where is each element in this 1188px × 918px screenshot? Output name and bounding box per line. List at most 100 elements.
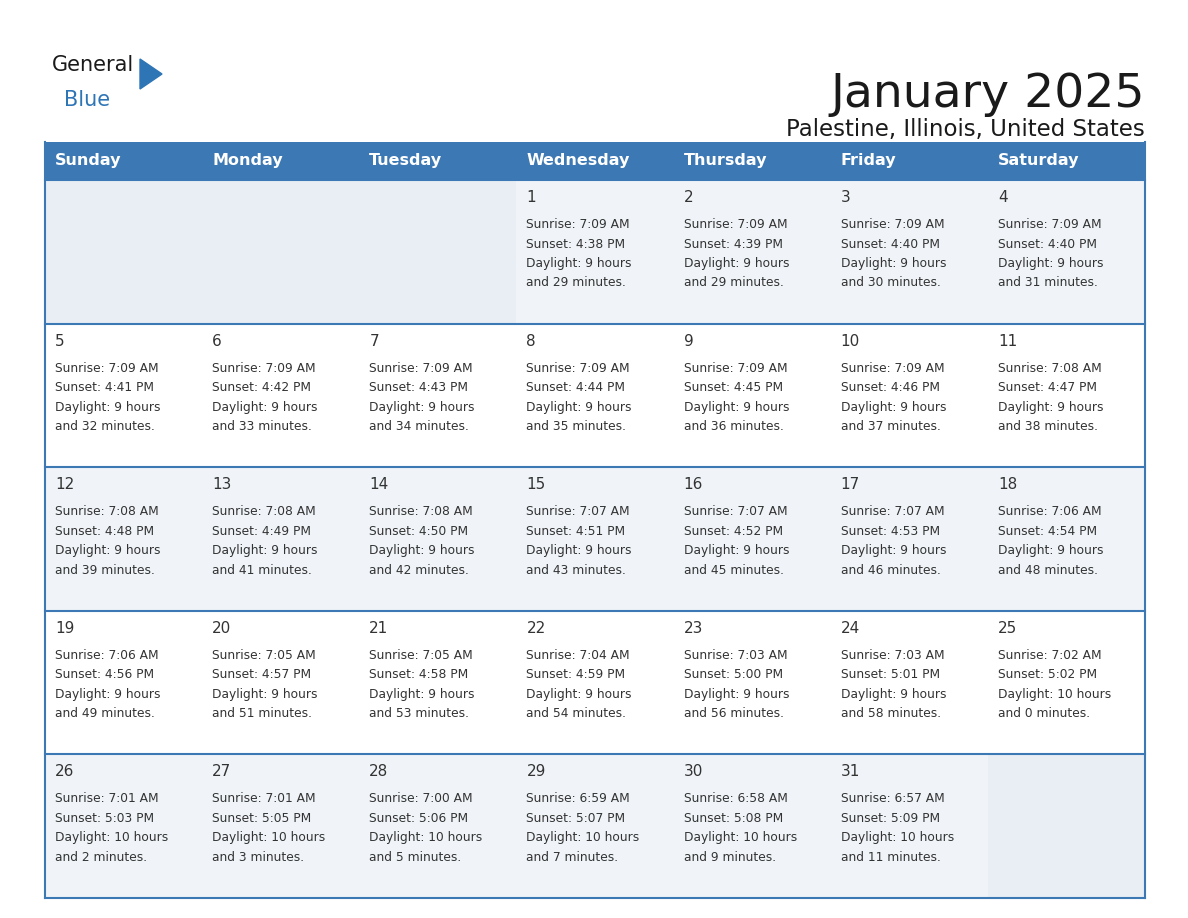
Text: Sunrise: 7:07 AM: Sunrise: 7:07 AM: [683, 505, 788, 518]
Text: 15: 15: [526, 477, 545, 492]
Text: and 0 minutes.: and 0 minutes.: [998, 707, 1089, 721]
Text: and 48 minutes.: and 48 minutes.: [998, 564, 1098, 577]
Text: Daylight: 9 hours: Daylight: 9 hours: [213, 544, 317, 557]
Text: Sunset: 5:07 PM: Sunset: 5:07 PM: [526, 812, 626, 825]
Text: Monday: Monday: [213, 153, 283, 169]
Text: and 53 minutes.: and 53 minutes.: [369, 707, 469, 721]
Text: Daylight: 9 hours: Daylight: 9 hours: [526, 400, 632, 414]
Text: Sunset: 4:40 PM: Sunset: 4:40 PM: [841, 238, 940, 251]
Text: Sunset: 5:09 PM: Sunset: 5:09 PM: [841, 812, 940, 825]
Text: Sunset: 5:05 PM: Sunset: 5:05 PM: [213, 812, 311, 825]
Text: Daylight: 9 hours: Daylight: 9 hours: [369, 544, 475, 557]
Text: and 58 minutes.: and 58 minutes.: [841, 707, 941, 721]
Text: Sunrise: 7:05 AM: Sunrise: 7:05 AM: [369, 649, 473, 662]
Text: Daylight: 10 hours: Daylight: 10 hours: [998, 688, 1111, 700]
Text: Sunrise: 7:09 AM: Sunrise: 7:09 AM: [213, 362, 316, 375]
Text: Sunrise: 7:08 AM: Sunrise: 7:08 AM: [213, 505, 316, 518]
Text: Sunrise: 7:09 AM: Sunrise: 7:09 AM: [526, 362, 630, 375]
FancyBboxPatch shape: [45, 610, 1145, 755]
Text: Wednesday: Wednesday: [526, 153, 630, 169]
Text: Sunset: 4:47 PM: Sunset: 4:47 PM: [998, 381, 1097, 394]
Text: 5: 5: [55, 333, 64, 349]
Text: Daylight: 10 hours: Daylight: 10 hours: [213, 832, 326, 845]
Text: 23: 23: [683, 621, 703, 636]
Text: Daylight: 9 hours: Daylight: 9 hours: [526, 688, 632, 700]
Text: Sunrise: 7:09 AM: Sunrise: 7:09 AM: [683, 362, 788, 375]
Text: Daylight: 10 hours: Daylight: 10 hours: [841, 832, 954, 845]
Text: Daylight: 9 hours: Daylight: 9 hours: [683, 688, 789, 700]
FancyBboxPatch shape: [45, 180, 202, 324]
Text: Daylight: 9 hours: Daylight: 9 hours: [213, 688, 317, 700]
Text: and 49 minutes.: and 49 minutes.: [55, 707, 154, 721]
Text: Sunset: 5:06 PM: Sunset: 5:06 PM: [369, 812, 468, 825]
Text: 7: 7: [369, 333, 379, 349]
Text: Sunset: 4:44 PM: Sunset: 4:44 PM: [526, 381, 625, 394]
Text: Daylight: 10 hours: Daylight: 10 hours: [683, 832, 797, 845]
Text: Sunrise: 7:09 AM: Sunrise: 7:09 AM: [841, 218, 944, 231]
Text: Daylight: 9 hours: Daylight: 9 hours: [998, 400, 1104, 414]
Text: Sunset: 4:57 PM: Sunset: 4:57 PM: [213, 668, 311, 681]
Text: 2: 2: [683, 190, 693, 205]
Text: and 9 minutes.: and 9 minutes.: [683, 851, 776, 864]
Text: Sunrise: 7:06 AM: Sunrise: 7:06 AM: [998, 505, 1101, 518]
Text: Sunrise: 7:08 AM: Sunrise: 7:08 AM: [998, 362, 1101, 375]
Text: and 29 minutes.: and 29 minutes.: [683, 276, 783, 289]
Text: Sunset: 5:03 PM: Sunset: 5:03 PM: [55, 812, 154, 825]
Text: Daylight: 9 hours: Daylight: 9 hours: [683, 257, 789, 270]
FancyBboxPatch shape: [45, 755, 1145, 898]
Text: and 45 minutes.: and 45 minutes.: [683, 564, 784, 577]
Text: 20: 20: [213, 621, 232, 636]
Text: Sunset: 4:43 PM: Sunset: 4:43 PM: [369, 381, 468, 394]
FancyBboxPatch shape: [45, 467, 1145, 610]
Text: Sunset: 4:49 PM: Sunset: 4:49 PM: [213, 525, 311, 538]
Polygon shape: [140, 59, 162, 89]
Text: and 36 minutes.: and 36 minutes.: [683, 420, 783, 433]
Text: 28: 28: [369, 765, 388, 779]
Text: Daylight: 9 hours: Daylight: 9 hours: [841, 400, 946, 414]
Text: and 32 minutes.: and 32 minutes.: [55, 420, 154, 433]
Text: Saturday: Saturday: [998, 153, 1080, 169]
Text: and 35 minutes.: and 35 minutes.: [526, 420, 626, 433]
Text: Sunrise: 6:58 AM: Sunrise: 6:58 AM: [683, 792, 788, 805]
Text: Daylight: 9 hours: Daylight: 9 hours: [369, 400, 475, 414]
Text: 24: 24: [841, 621, 860, 636]
Text: and 51 minutes.: and 51 minutes.: [213, 707, 312, 721]
Text: and 38 minutes.: and 38 minutes.: [998, 420, 1098, 433]
Text: 25: 25: [998, 621, 1017, 636]
Text: Friday: Friday: [841, 153, 896, 169]
Text: and 43 minutes.: and 43 minutes.: [526, 564, 626, 577]
Text: Daylight: 9 hours: Daylight: 9 hours: [998, 544, 1104, 557]
Text: and 54 minutes.: and 54 minutes.: [526, 707, 626, 721]
Text: Daylight: 9 hours: Daylight: 9 hours: [55, 400, 160, 414]
FancyBboxPatch shape: [988, 755, 1145, 898]
FancyBboxPatch shape: [202, 180, 359, 324]
Text: Sunrise: 7:03 AM: Sunrise: 7:03 AM: [683, 649, 788, 662]
Text: Sunrise: 7:08 AM: Sunrise: 7:08 AM: [55, 505, 159, 518]
Text: Daylight: 9 hours: Daylight: 9 hours: [526, 544, 632, 557]
Text: Daylight: 9 hours: Daylight: 9 hours: [841, 257, 946, 270]
Text: Sunset: 4:53 PM: Sunset: 4:53 PM: [841, 525, 940, 538]
Text: 14: 14: [369, 477, 388, 492]
Text: Palestine, Illinois, United States: Palestine, Illinois, United States: [786, 118, 1145, 141]
Text: Sunset: 5:01 PM: Sunset: 5:01 PM: [841, 668, 940, 681]
Text: 22: 22: [526, 621, 545, 636]
Text: Sunset: 4:51 PM: Sunset: 4:51 PM: [526, 525, 626, 538]
Text: 18: 18: [998, 477, 1017, 492]
Text: 21: 21: [369, 621, 388, 636]
Text: Daylight: 10 hours: Daylight: 10 hours: [526, 832, 639, 845]
Text: Sunset: 4:40 PM: Sunset: 4:40 PM: [998, 238, 1097, 251]
Text: January 2025: January 2025: [830, 72, 1145, 117]
Text: 11: 11: [998, 333, 1017, 349]
Text: 1: 1: [526, 190, 536, 205]
Text: Daylight: 9 hours: Daylight: 9 hours: [55, 688, 160, 700]
Text: Sunrise: 7:09 AM: Sunrise: 7:09 AM: [55, 362, 159, 375]
Text: Sunset: 4:41 PM: Sunset: 4:41 PM: [55, 381, 154, 394]
Text: and 3 minutes.: and 3 minutes.: [213, 851, 304, 864]
Text: 13: 13: [213, 477, 232, 492]
Text: 8: 8: [526, 333, 536, 349]
FancyBboxPatch shape: [45, 324, 1145, 467]
Text: Sunset: 4:54 PM: Sunset: 4:54 PM: [998, 525, 1097, 538]
Text: 9: 9: [683, 333, 694, 349]
FancyBboxPatch shape: [359, 180, 517, 324]
Text: Sunset: 4:42 PM: Sunset: 4:42 PM: [213, 381, 311, 394]
